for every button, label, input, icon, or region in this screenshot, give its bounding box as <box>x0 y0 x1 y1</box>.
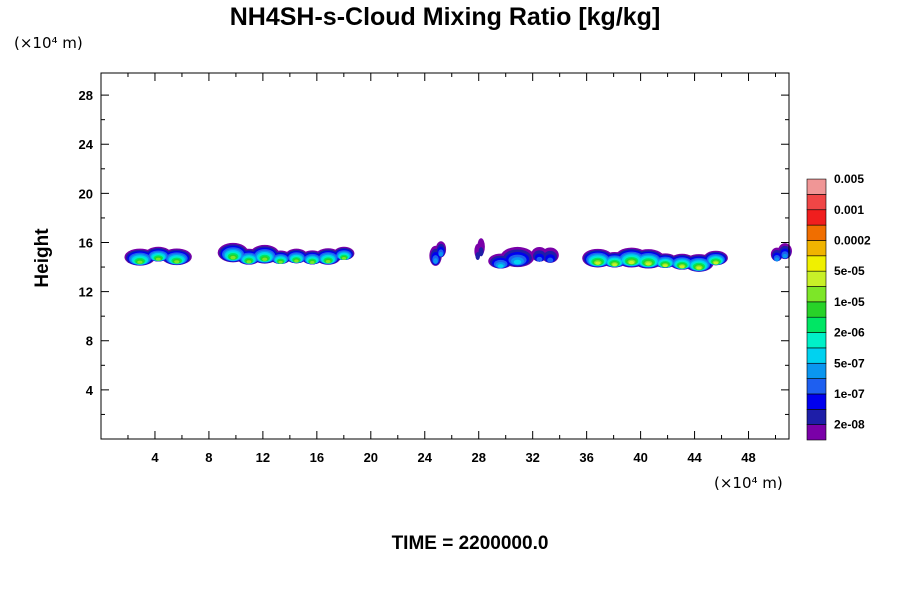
time-label: TIME = 2200000.0 <box>392 533 549 554</box>
cloud-contour <box>713 261 719 265</box>
y-tick-label: 8 <box>86 334 93 349</box>
x-tick-label: 32 <box>525 450 539 465</box>
colorbar-swatch <box>806 255 827 272</box>
colorbar-swatch <box>806 332 827 349</box>
cloud-contour <box>174 260 180 264</box>
cloud-contour <box>325 259 331 264</box>
x-tick-label: 20 <box>364 450 378 465</box>
colorbar-label: 5e-05 <box>834 264 865 278</box>
colorbar-swatch <box>806 209 827 226</box>
cloud-contour <box>628 260 635 265</box>
cloud-contour <box>497 264 504 268</box>
cloud-contour <box>341 257 347 260</box>
cloud-contour <box>513 259 522 265</box>
cloud-patch <box>429 241 447 266</box>
colorbar-swatch <box>806 301 827 318</box>
cloud-contour <box>230 255 236 260</box>
cloud-contour <box>536 256 543 262</box>
colorbar-label: 1e-05 <box>834 295 865 309</box>
colorbar-swatch <box>806 240 827 257</box>
cloud-contour <box>595 261 601 265</box>
cloud-contour <box>246 260 252 264</box>
cloud-contour <box>774 257 780 262</box>
y-tick-label: 12 <box>79 285 93 300</box>
x-tick-label: 8 <box>205 450 212 465</box>
cloud-contour <box>547 257 554 263</box>
cloud-contour <box>155 257 161 261</box>
x-tick-label: 36 <box>579 450 593 465</box>
x-tick-label: 4 <box>151 450 159 465</box>
y-tick-label: 28 <box>79 88 93 103</box>
colorbar-swatch <box>806 316 827 333</box>
cloud-contour <box>294 259 299 263</box>
y-unit-label: (×10⁴ m) <box>14 34 83 52</box>
cloud-patch <box>488 246 535 269</box>
cloud-field <box>124 238 792 272</box>
cloud-patch <box>124 246 192 266</box>
colorbar-swatch <box>806 178 827 195</box>
colorbar-label: 5e-07 <box>834 356 865 370</box>
cloud-contour <box>679 265 685 269</box>
colorbar-label: 2e-08 <box>834 418 865 432</box>
y-tick-label: 20 <box>79 186 93 201</box>
colorbar-swatch <box>806 408 827 425</box>
x-tick-label: 40 <box>633 450 647 465</box>
y-tick-label: 4 <box>86 383 94 398</box>
x-tick-label: 44 <box>687 450 702 465</box>
x-tick-label: 12 <box>256 450 270 465</box>
colorbar-label: 0.005 <box>834 172 864 186</box>
x-unit-label: (×10⁴ m) <box>714 474 783 492</box>
x-tick-label: 48 <box>741 450 755 465</box>
x-tick-label: 24 <box>418 450 433 465</box>
y-axis: 4 8 12 16 20 24 28 <box>79 88 789 415</box>
cloud-contour <box>475 252 480 261</box>
cloud-contour <box>433 258 438 264</box>
cloud-contour <box>438 252 443 257</box>
colorbar-swatch <box>806 194 827 211</box>
y-tick-label: 24 <box>79 137 94 152</box>
x-tick-label: 16 <box>310 450 324 465</box>
cloud-contour <box>478 247 484 257</box>
y-axis-label: Height <box>32 228 53 288</box>
colorbar-swatch <box>806 362 827 379</box>
cloud-contour <box>696 266 702 270</box>
colorbar-label: 1e-07 <box>834 387 865 401</box>
cloud-contour <box>663 264 668 268</box>
x-axis: 4 8 12 16 20 24 28 32 36 40 44 48 <box>127 73 777 465</box>
colorbar-swatch <box>806 347 827 364</box>
cloud-patch <box>770 243 792 262</box>
chart-title: NH4SH-s-Cloud Mixing Ratio [kg/kg] <box>230 3 661 31</box>
colorbar-swatch <box>806 378 827 395</box>
cloud-patch <box>582 247 728 272</box>
colorbar-swatch <box>806 424 827 441</box>
colorbar-swatch <box>806 224 827 241</box>
cloud-contour <box>645 262 651 266</box>
colorbar-swatch <box>806 393 827 410</box>
cloud-patch <box>531 247 559 263</box>
plot-frame <box>100 72 790 440</box>
y-tick-label: 16 <box>79 235 93 250</box>
colorbar-label: 2e-06 <box>834 326 865 340</box>
cloud-contour <box>137 260 143 264</box>
colorbar-label: 0.0002 <box>834 233 871 247</box>
cloud-contour <box>782 253 788 259</box>
x-tick-label: 28 <box>471 450 485 465</box>
cloud-patch <box>474 238 485 261</box>
cloud-contour <box>278 260 283 264</box>
cloud-patch <box>217 242 355 265</box>
cloud-contour <box>262 257 268 261</box>
cloud-contour <box>310 260 315 264</box>
cloud-contour <box>612 263 617 267</box>
colorbar-swatch <box>806 286 827 303</box>
colorbar-label: 0.001 <box>834 203 864 217</box>
colorbar-swatch <box>806 270 827 287</box>
colorbar: 2e-08 1e-07 5e-07 2e-06 1e-05 5e-05 0.0002 0.00… <box>806 172 871 441</box>
